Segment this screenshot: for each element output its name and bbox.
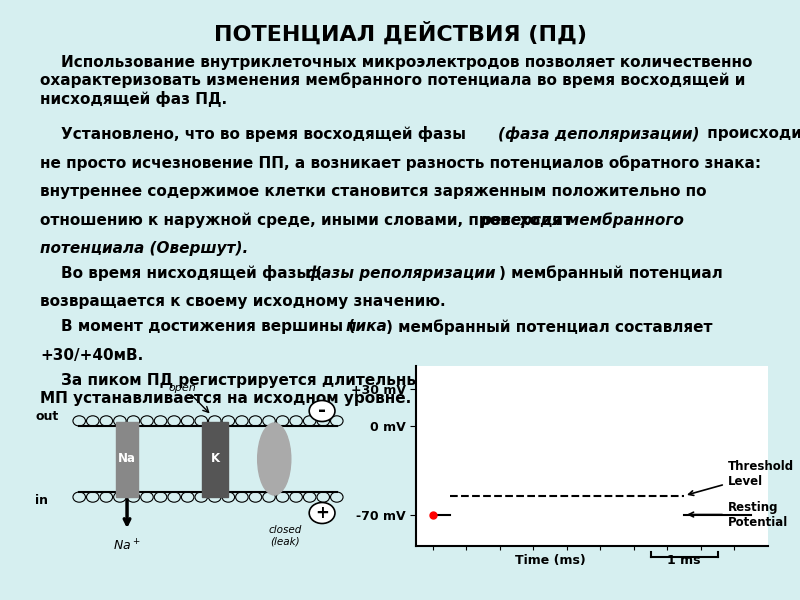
Text: Time (ms): Time (ms) [514,554,586,568]
Text: возвращается к своему исходному значению.: возвращается к своему исходному значению… [40,294,446,309]
Text: out: out [35,410,58,424]
Text: -: - [318,401,326,421]
Text: Во время нисходящей фазы (: Во время нисходящей фазы ( [40,265,322,281]
Ellipse shape [258,423,291,495]
Text: Установлено, что во время восходящей фазы: Установлено, что во время восходящей фаз… [40,126,471,142]
Text: Threshold
Level: Threshold Level [689,460,794,496]
Text: фазы реполяризации: фазы реполяризации [306,265,495,281]
Text: происходит: происходит [702,126,800,141]
Text: ) мембранный потенциал: ) мембранный потенциал [499,265,723,281]
Text: ) мембранный потенциал составляет: ) мембранный потенциал составляет [386,319,712,335]
Text: ПОТЕНЦИАЛ ДЕЙСТВИЯ (ПД): ПОТЕНЦИАЛ ДЕЙСТВИЯ (ПД) [214,21,586,44]
Text: Использование внутриклеточных микроэлектродов позволяет количественно
охарактери: Использование внутриклеточных микроэлект… [40,55,752,107]
Text: реверсия мембранного: реверсия мембранного [480,212,684,228]
Text: внутреннее содержимое клетки становится заряженным положительно по: внутреннее содержимое клетки становится … [40,184,706,199]
Text: 1 ms: 1 ms [667,554,701,568]
Text: Na: Na [118,452,136,466]
Text: in: in [35,494,48,508]
Text: не просто исчезновение ПП, а возникает разность потенциалов обратного знака:: не просто исчезновение ПП, а возникает р… [40,155,761,170]
Text: потенциала (Овершут).: потенциала (Овершут). [40,241,248,256]
Text: В момент достижения вершины (: В момент достижения вершины ( [40,319,355,334]
Text: пика: пика [346,319,387,334]
Text: Resting
Potential: Resting Potential [689,500,788,529]
Text: $Na^+$: $Na^+$ [114,539,141,554]
Text: отношению к наружной среде, иными словами, происходит: отношению к наружной среде, иными словам… [40,212,578,228]
Text: open: open [168,383,196,393]
Circle shape [310,503,335,523]
Bar [202,421,228,497]
Text: +30/+40мВ.: +30/+40мВ. [40,348,143,363]
Text: За пиком ПД регистрируется длительные следовые изменения МП, после чего
МП устан: За пиком ПД регистрируется длительные сл… [40,373,762,406]
Text: closed
(leak): closed (leak) [269,525,302,547]
Text: K: K [210,452,220,466]
Circle shape [310,401,335,421]
Bar [116,421,138,497]
Text: (фаза деполяризации): (фаза деполяризации) [498,126,700,142]
Text: +: + [315,504,329,522]
